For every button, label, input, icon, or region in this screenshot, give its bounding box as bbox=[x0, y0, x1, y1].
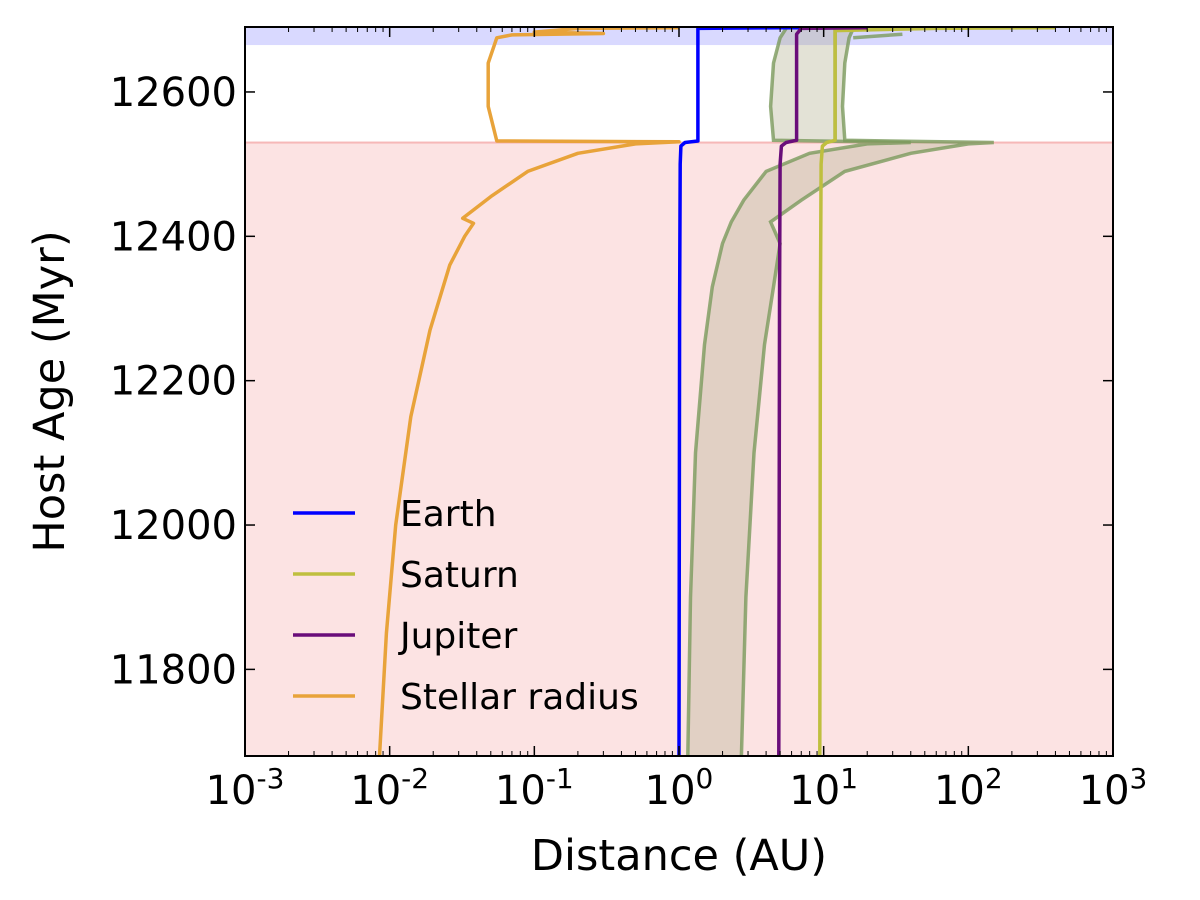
y-tick-label: 12000 bbox=[110, 503, 237, 549]
y-tick-label: 12200 bbox=[110, 359, 237, 405]
band-lower-edge-0 bbox=[686, 27, 911, 756]
legend-label-saturn: Saturn bbox=[400, 555, 519, 596]
legend-label-earth: Earth bbox=[400, 494, 497, 535]
series-line-saturn bbox=[818, 27, 1056, 756]
legend-label-jupiter: Jupiter bbox=[398, 616, 518, 657]
x-tick-label: 102 bbox=[934, 762, 1003, 814]
band-upper-edge-1 bbox=[853, 32, 903, 40]
band-fill-0 bbox=[687, 28, 994, 756]
x-tick-label: 101 bbox=[789, 762, 858, 814]
x-tick-label: 103 bbox=[1079, 762, 1148, 814]
y-axis-label: Host Age (Myr) bbox=[25, 230, 75, 552]
x-axis-label: Distance (AU) bbox=[531, 831, 827, 881]
legend-label-stellar-radius: Stellar radius bbox=[400, 677, 639, 718]
x-tick-label: 10-2 bbox=[350, 762, 429, 814]
axis-ticks: 10-3 10-2 10-1 100 101 102 103 11800 12000 12200 1… bbox=[110, 27, 1148, 814]
x-tick-label: 10-3 bbox=[206, 762, 285, 814]
y-tick-label: 12400 bbox=[110, 214, 237, 260]
series-line-stellar-radius bbox=[377, 27, 681, 756]
y-tick-label: 11800 bbox=[110, 647, 237, 693]
legend: Earth Saturn Jupiter Stellar radius bbox=[293, 494, 639, 718]
x-tick-label: 100 bbox=[645, 762, 714, 814]
band-upper-edge-0 bbox=[739, 27, 994, 756]
x-tick-label: 10-1 bbox=[495, 762, 574, 814]
series-line-jupiter bbox=[777, 27, 868, 756]
y-tick-label: 12600 bbox=[110, 70, 237, 116]
